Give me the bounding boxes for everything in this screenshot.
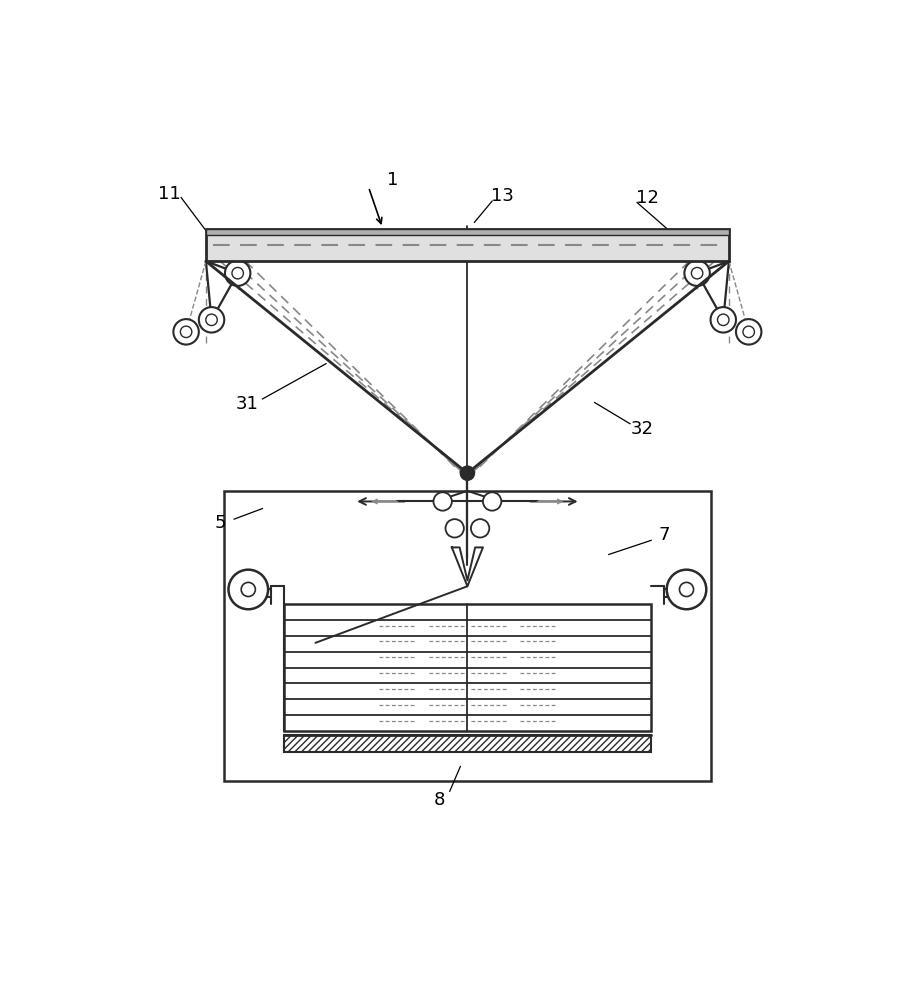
Circle shape (483, 492, 501, 511)
Circle shape (710, 307, 735, 333)
Circle shape (206, 314, 217, 326)
Text: 1: 1 (387, 171, 398, 189)
Text: 12: 12 (636, 189, 659, 207)
Circle shape (173, 319, 199, 345)
Circle shape (199, 307, 224, 333)
Circle shape (742, 326, 753, 338)
Circle shape (735, 319, 761, 345)
Circle shape (241, 582, 255, 597)
Circle shape (180, 326, 191, 338)
Circle shape (717, 314, 728, 326)
Circle shape (225, 260, 251, 286)
Bar (206, 229, 728, 261)
Circle shape (691, 267, 702, 279)
Circle shape (231, 267, 243, 279)
Text: 31: 31 (235, 395, 258, 413)
Bar (283, 604, 650, 731)
Bar (223, 491, 711, 781)
Text: 13: 13 (491, 187, 514, 205)
Circle shape (445, 519, 464, 538)
Circle shape (666, 570, 705, 609)
Text: 11: 11 (158, 185, 180, 203)
Text: 5: 5 (214, 514, 226, 532)
Bar (283, 735, 650, 752)
Circle shape (229, 570, 268, 609)
Text: 7: 7 (658, 526, 669, 544)
Circle shape (460, 466, 474, 480)
Circle shape (683, 260, 709, 286)
Circle shape (679, 582, 693, 597)
Circle shape (433, 492, 451, 511)
Text: 32: 32 (630, 420, 653, 438)
Circle shape (470, 519, 489, 538)
Bar (206, 229, 728, 235)
Text: 8: 8 (433, 791, 445, 809)
